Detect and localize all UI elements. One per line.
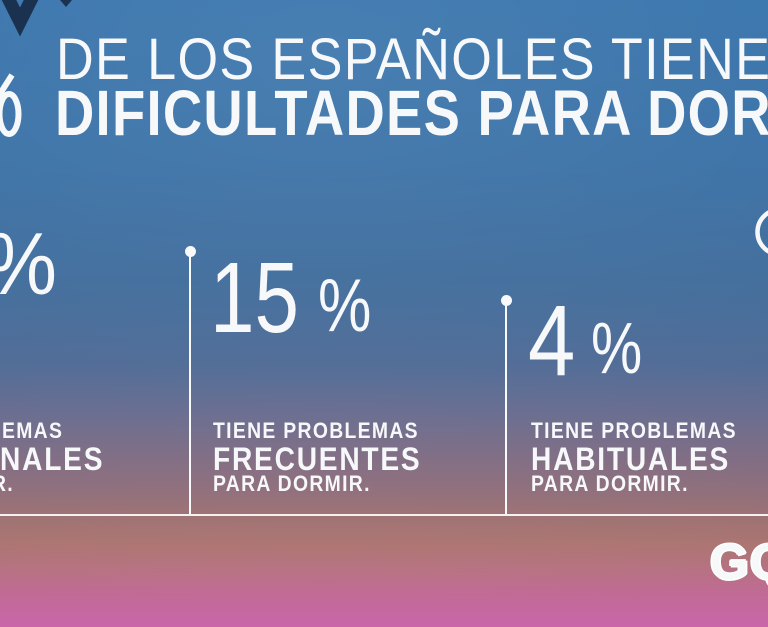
cutoff-circle-decoration bbox=[755, 210, 768, 254]
stat3-value: 4 bbox=[528, 285, 576, 397]
stat2-value: 15 bbox=[210, 242, 299, 354]
stat3-percent-sign: % bbox=[591, 309, 643, 389]
stat1-label-bottom: R. bbox=[0, 471, 14, 496]
stat1-label-top: EMAS bbox=[2, 418, 64, 443]
stat3-label-mid: HABITUALES bbox=[531, 441, 731, 477]
stat2-percent-sign: % bbox=[318, 263, 372, 347]
divider1-line bbox=[188, 251, 192, 514]
stat2-label-top: TIENE PROBLEMAS bbox=[213, 418, 419, 443]
header-percent-fragment bbox=[0, 73, 22, 137]
stat2-label-mid: FRECUENTES bbox=[213, 441, 422, 477]
stat2-label-bottom: PARA DORMIR. bbox=[213, 471, 371, 496]
cutoff-logo-shape bbox=[1, 0, 72, 37]
stat3-label-bottom: PARA DORMIR. bbox=[531, 471, 689, 496]
baseline-rule bbox=[0, 513, 768, 516]
gq-logo: GQ bbox=[710, 534, 768, 590]
divider2-line bbox=[504, 300, 508, 514]
stat1-percent-sign: % bbox=[0, 220, 57, 308]
stat1-label-mid: NALES bbox=[0, 441, 105, 477]
headline-line1: DE LOS ESPAÑOLES TIENE bbox=[56, 27, 768, 92]
stat3-label-top: TIENE PROBLEMAS bbox=[531, 418, 737, 443]
headline-line2: DIFICULTADES PARA DORMIR bbox=[55, 77, 768, 149]
